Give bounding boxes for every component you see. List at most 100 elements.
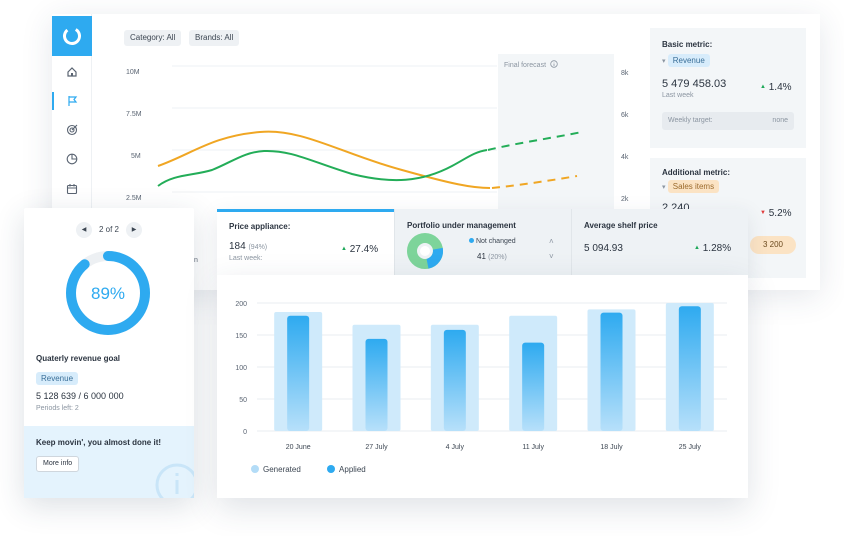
calendar-icon[interactable] bbox=[66, 183, 78, 195]
applied-bar[interactable] bbox=[522, 342, 545, 431]
shelf-price-title: Average shelf price bbox=[584, 221, 658, 230]
legend-applied-label: Applied bbox=[339, 465, 366, 474]
weekly-target-row[interactable]: Weekly target: none bbox=[662, 112, 794, 130]
shelf-price-value: 5 094.93 bbox=[584, 243, 623, 254]
green-series-forecast bbox=[487, 131, 583, 151]
additional-metric-pill: 3 200 bbox=[750, 236, 796, 254]
x-tick-label: 18 July bbox=[600, 444, 623, 451]
y-tick-label: 100 bbox=[235, 365, 247, 372]
orange-series-forecast bbox=[491, 175, 578, 189]
progress-ring bbox=[66, 251, 150, 335]
bar-chart-card: 200 150 100 50 0 20 June 27 July 4 July 11 July 1… bbox=[217, 275, 748, 498]
target-icon[interactable] bbox=[66, 124, 78, 136]
prev-page-button[interactable]: ◀ bbox=[76, 222, 92, 238]
periods-left-value: 2 bbox=[74, 405, 79, 412]
portfolio-legend: Not changed bbox=[469, 238, 516, 245]
portfolio-tile: Portfolio under management Not changed 4… bbox=[394, 209, 571, 275]
additional-metric-tag: Sales items bbox=[667, 180, 720, 193]
portfolio-pct: (20%) bbox=[488, 254, 507, 261]
shelf-price-tile: Average shelf price 5 094.93 ▲ 1.28% bbox=[571, 209, 748, 275]
progress-percent: 89% bbox=[90, 284, 126, 303]
right-tick: 6k bbox=[621, 112, 629, 119]
progress-ring-fill bbox=[66, 251, 150, 335]
additional-metric-dropdown[interactable]: ▾ Sales items bbox=[662, 180, 720, 193]
periods-left-label: Periods left: bbox=[36, 405, 73, 412]
basic-metric-tag: Revenue bbox=[667, 54, 710, 67]
metrics-strip: Price appliance: 184 (94%) Last week: ▲ … bbox=[217, 209, 748, 275]
partial-axis-label: n bbox=[194, 257, 198, 264]
x-tick-label: 11 July bbox=[522, 444, 544, 451]
price-appliance-change: ▲ 27.4% bbox=[341, 244, 378, 255]
legend-generated[interactable]: Generated bbox=[251, 465, 301, 474]
down-arrow-icon: ▼ bbox=[760, 210, 766, 216]
price-appliance-tile: Price appliance: 184 (94%) Last week: ▲ … bbox=[217, 209, 394, 275]
portfolio-donut bbox=[407, 233, 443, 269]
legend-dot-icon bbox=[251, 465, 259, 473]
right-tick: 4k bbox=[621, 154, 629, 161]
legend: Generated Applied bbox=[251, 465, 366, 474]
pager: ◀ 2 of 2 ▶ bbox=[76, 222, 142, 238]
additional-metric-change: ▼ 5.2% bbox=[760, 208, 792, 219]
price-appliance-title: Price appliance: bbox=[229, 222, 291, 231]
legend-dot-icon bbox=[469, 238, 474, 243]
y-tick-label: 150 bbox=[235, 333, 247, 340]
logo-ring-icon bbox=[63, 27, 81, 45]
portfolio-number: 41 bbox=[477, 252, 486, 261]
next-page-button[interactable]: ▶ bbox=[126, 222, 142, 238]
up-arrow-icon: ▲ bbox=[694, 245, 700, 251]
periods-left: Periods left: 2 bbox=[36, 405, 79, 412]
shelf-price-change-value: 1.28% bbox=[702, 243, 732, 254]
more-info-button[interactable]: More info bbox=[36, 456, 80, 472]
price-appliance-value: 184 (94%) bbox=[229, 241, 267, 252]
pager-text: 2 of 2 bbox=[98, 225, 119, 234]
goal-card: ◀ 2 of 2 ▶ 89% Quaterly revenue goal Rev… bbox=[24, 208, 194, 498]
portfolio-legend-label: Not changed bbox=[475, 238, 516, 245]
price-appliance-sub: Last week: bbox=[229, 255, 263, 262]
left-tick: 7.5M bbox=[126, 111, 142, 118]
chevron-down-icon[interactable]: ˅ bbox=[549, 252, 554, 261]
portfolio-title: Portfolio under management bbox=[407, 221, 516, 230]
x-tick-label: 25 July bbox=[679, 444, 702, 451]
left-tick: 10M bbox=[126, 69, 140, 76]
flag-icon[interactable] bbox=[66, 95, 78, 107]
forecast-zone bbox=[498, 54, 614, 214]
up-arrow-icon: ▲ bbox=[760, 84, 766, 90]
pie-chart-icon[interactable] bbox=[66, 153, 78, 165]
up-arrow-icon: ▲ bbox=[341, 246, 347, 252]
basic-metric-sub: Last week bbox=[662, 92, 694, 99]
shelf-price-change: ▲ 1.28% bbox=[694, 243, 731, 254]
legend-generated-label: Generated bbox=[263, 465, 301, 474]
info-icon[interactable] bbox=[550, 60, 558, 68]
goal-title: Quaterly revenue goal bbox=[36, 354, 121, 363]
legend-applied[interactable]: Applied bbox=[327, 465, 366, 474]
goal-footer-text: Keep movin', you almost done it! bbox=[36, 438, 162, 447]
weekly-target-label: Weekly target: bbox=[668, 117, 713, 124]
legend-dot-icon bbox=[327, 465, 336, 473]
x-tick-label: 4 July bbox=[446, 444, 465, 451]
sidebar bbox=[52, 14, 92, 290]
applied-bar[interactable] bbox=[287, 315, 310, 431]
left-tick: 2.5M bbox=[126, 195, 142, 202]
basic-metric-change-value: 1.4% bbox=[768, 82, 792, 93]
goal-tag: Revenue bbox=[36, 368, 79, 386]
applied-bar[interactable] bbox=[600, 312, 623, 431]
brands-filter[interactable]: Brands: All bbox=[189, 30, 240, 46]
x-tick-label: 20 June bbox=[286, 444, 311, 451]
goal-tag-label: Revenue bbox=[36, 372, 79, 385]
app-logo[interactable] bbox=[52, 16, 92, 56]
applied-bar[interactable] bbox=[443, 329, 466, 431]
applied-bar[interactable] bbox=[365, 338, 388, 431]
chevron-up-icon[interactable]: ˄ bbox=[549, 237, 554, 246]
basic-metric-value: 5 479 458.03 bbox=[662, 78, 727, 90]
home-icon[interactable] bbox=[66, 66, 78, 78]
applied-bar[interactable] bbox=[678, 306, 701, 431]
left-tick: 5M bbox=[131, 153, 141, 160]
portfolio-value: 41 (20%) bbox=[477, 252, 507, 261]
price-appliance-number: 184 bbox=[229, 241, 246, 252]
y-tick-label: 200 bbox=[235, 301, 247, 308]
forecast-line-chart bbox=[157, 65, 583, 193]
chevron-down-icon: ▾ bbox=[662, 58, 666, 65]
basic-metric-dropdown[interactable]: ▾ Revenue bbox=[662, 54, 710, 67]
category-filter[interactable]: Category: All bbox=[124, 30, 182, 46]
sidebar-active-indicator bbox=[52, 92, 54, 110]
